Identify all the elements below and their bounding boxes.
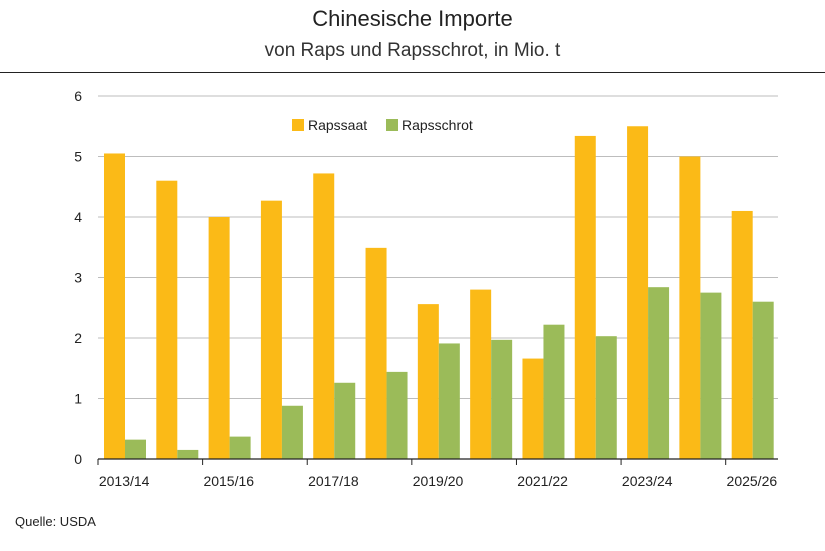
bar-rapssaat-2015/16 [208,217,230,459]
bar-rapssaat-2017/18 [313,173,335,459]
chart-subtitle: von Raps und Rapsschrot, in Mio. t [264,40,561,61]
bar-rapsschrot-2019/20 [438,343,460,459]
y-tick-label: 0 [74,451,82,467]
bar-rapssaat-2019/20 [417,304,439,459]
x-tick-label: 2021/22 [517,473,568,489]
bar-rapsschrot-2025/26 [752,301,774,459]
bar-rapsschrot-2021/22 [543,324,565,459]
legend-label-rapssaat: Rapssaat [308,117,367,133]
bar-rapssaat-2021/22 [522,358,544,459]
y-tick-label: 5 [74,149,82,165]
bar-rapsschrot-2018/19 [386,371,408,459]
bar-rapsschrot-2016/17 [281,405,303,459]
y-tick-label: 3 [74,270,82,286]
bar-rapssaat-2023/24 [627,126,649,459]
x-tick-label: 2023/24 [622,473,673,489]
legend-swatch-rapsschrot [386,119,398,131]
bar-rapssaat-2018/19 [365,247,387,459]
y-tick-label: 6 [74,88,82,104]
bar-rapsschrot-2015/16 [229,436,251,459]
bar-rapssaat-2014/15 [156,180,178,459]
axes: 0 1 2 3 4 5 6 2013/14 2015/16 2017/18 2019/20 2021/… [74,88,778,489]
bar-rapsschrot-2017/18 [334,382,356,459]
bar-rapsschrot-2013/14 [125,439,146,459]
bar-rapsschrot-2024/25 [700,292,722,459]
bar-rapsschrot-2020/21 [491,339,513,459]
chart-title: Chinesische Importe [312,6,513,31]
title-divider [0,72,825,73]
bars [104,126,774,460]
bar-rapssaat-2024/25 [679,156,701,459]
source-note: Quelle: USDA [15,514,96,529]
x-tick-label: 2019/20 [413,473,464,489]
y-tick-label: 1 [74,391,82,407]
bar-rapsschrot-2014/15 [177,449,199,459]
bar-rapssaat-2025/26 [731,210,753,459]
y-tick-label: 4 [74,209,82,225]
legend-swatch-rapssaat [292,119,304,131]
legend-label-rapsschrot: Rapsschrot [402,117,473,133]
x-tick-label: 2025/26 [727,473,778,489]
x-tick-label: 2013/14 [99,473,150,489]
bar-rapssaat-2016/17 [260,200,282,460]
legend: Rapssaat Rapsschrot [292,117,473,133]
bar-rapssaat-2020/21 [470,289,492,459]
bar-rapssaat-2013/14 [104,153,125,459]
x-tick-label: 2017/18 [308,473,359,489]
bar-rapssaat-2022/23 [574,135,596,459]
x-tick-label: 2015/16 [203,473,254,489]
bar-rapsschrot-2022/23 [595,336,617,459]
bar-rapsschrot-2023/24 [648,287,670,459]
y-tick-label: 2 [74,330,82,346]
